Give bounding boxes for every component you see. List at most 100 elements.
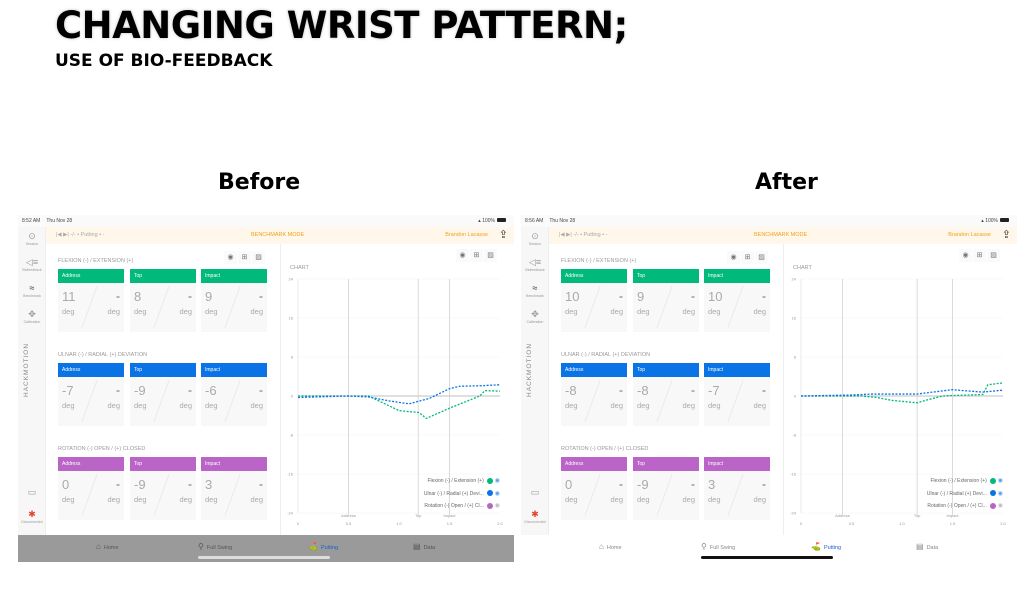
tab-putting[interactable]: ⛳ Putting: [811, 542, 841, 551]
grid-icon[interactable]: ⊞: [741, 251, 754, 264]
sidebar: ⊙ Session ◁≡ Biofeedback ≈ Benchmark ✥ Calibrat…: [18, 227, 46, 535]
legend-item[interactable]: Ulnar (-) / Radial (+) Devi... ◉: [927, 490, 1003, 503]
grid-icon[interactable]: ⊞: [238, 251, 251, 264]
card-header: Impact: [201, 269, 267, 283]
chart-legend: Flexion (-) / Extension (+) ◉ Ulnar (-) / …: [424, 477, 500, 515]
unit-label: deg: [565, 307, 578, 316]
legend-item[interactable]: Rotation (-) Open / (+) Cl... ◉: [927, 502, 1003, 515]
calibration-icon: ✥: [28, 309, 36, 319]
unit-label: deg: [610, 401, 623, 410]
target-value: -: [116, 477, 120, 491]
metric-card-address: Address 11 - deg deg: [58, 269, 124, 332]
metric-card-top: Top -8 - deg deg: [633, 363, 699, 426]
sidebar-item-biofeedback[interactable]: ◁≡ Biofeedback: [521, 257, 549, 272]
section-title: ULNAR (-) / RADIAL (+) DEVIATION: [561, 352, 651, 358]
grid-icon[interactable]: ⊞: [470, 249, 483, 262]
unit-label: deg: [107, 401, 120, 410]
sidebar-item-benchmark[interactable]: ≈ Benchmark: [18, 283, 46, 298]
legend-label: Flexion (-) / Extension (+): [427, 477, 484, 484]
measured-value: -8: [565, 383, 577, 398]
metric-card-impact: Impact -6 - deg deg: [201, 363, 267, 426]
bluetooth-icon: ✱: [531, 509, 539, 519]
metric-card-top: Top -9 - deg deg: [130, 457, 196, 520]
home-indicator[interactable]: [701, 556, 833, 559]
eye-icon[interactable]: ◉: [224, 251, 237, 264]
status-right: ▴ 100%: [478, 218, 506, 224]
target-value: -: [116, 383, 120, 397]
target-value: -: [116, 289, 120, 303]
unit-label: deg: [179, 307, 192, 316]
card-header: Impact: [704, 269, 770, 283]
x-tick-label: 2.0: [497, 521, 503, 526]
card-header: Impact: [201, 457, 267, 471]
unit-label: deg: [708, 307, 721, 316]
status-bar: 8:52 AM Thu Nov 28 ▴ 100%: [18, 215, 514, 227]
target-value: -: [619, 289, 623, 303]
tab-full-swing[interactable]: ⚲ Full Swing: [701, 542, 735, 551]
session-nav[interactable]: |◀ ▶| -/- • Putting • -: [56, 232, 105, 238]
chart-title: CHART: [290, 265, 309, 271]
sidebar-item-label: Session: [528, 242, 542, 246]
metric-card-address: Address 10 - deg deg: [561, 269, 627, 332]
sidebar-item-session[interactable]: ⊙ Session: [18, 231, 46, 246]
eye-icon[interactable]: ◉: [727, 251, 740, 264]
share-icon[interactable]: ⇪: [1001, 229, 1011, 241]
home-icon: ⌂: [96, 542, 101, 551]
sidebar-item-label: Calibration: [526, 320, 544, 324]
eye-icon[interactable]: ◉: [456, 249, 469, 262]
unit-label: deg: [610, 307, 623, 316]
visibility-toggle-eye-icon[interactable]: ◉: [494, 503, 500, 509]
visibility-toggle-eye-icon[interactable]: ◉: [997, 490, 1003, 497]
sidebar-item-session[interactable]: ⊙ Session: [521, 231, 549, 246]
legend-item[interactable]: Ulnar (-) / Radial (+) Devi... ◉: [424, 490, 500, 503]
compare-icon[interactable]: ▨: [755, 251, 768, 264]
tab-putting[interactable]: ⛳ Putting: [308, 542, 338, 551]
metric-card-address: Address -7 - deg deg: [58, 363, 124, 426]
y-tick-label: -24: [287, 511, 294, 516]
grid-icon[interactable]: ⊞: [973, 249, 986, 262]
tab-home[interactable]: ⌂ Home: [599, 542, 622, 551]
visibility-toggle-eye-icon[interactable]: ◉: [997, 503, 1003, 509]
legend-label: Rotation (-) Open / (+) Cl...: [424, 502, 484, 509]
battery-level: 100%: [985, 218, 998, 224]
y-tick-label: -16: [287, 472, 294, 477]
y-tick-label: -8: [289, 433, 293, 438]
biofeedback-icon: ◁≡: [528, 257, 542, 267]
tab-label: Putting: [320, 545, 339, 551]
share-icon[interactable]: ⇪: [498, 229, 508, 241]
home-indicator[interactable]: [198, 556, 330, 559]
unit-label: deg: [107, 307, 120, 316]
tab-full-swing[interactable]: ⚲ Full Swing: [198, 542, 232, 551]
legend-item[interactable]: Flexion (-) / Extension (+) ◉: [927, 477, 1003, 490]
compare-icon[interactable]: ▨: [987, 249, 1000, 262]
measured-value: 11: [62, 289, 76, 304]
series-color-dot: [989, 490, 996, 496]
series-line-ulnar: [297, 384, 501, 405]
sidebar-item-calibration[interactable]: ✥ Calibration: [521, 309, 549, 324]
y-tick-label: 16: [792, 316, 797, 321]
compare-icon[interactable]: ▨: [252, 251, 265, 264]
sidebar-item-biofeedback[interactable]: ◁≡ Biofeedback: [18, 257, 46, 272]
tab-data[interactable]: ▤ Data: [916, 542, 938, 551]
user-name[interactable]: Brandon Lacasse: [445, 232, 488, 238]
session-nav[interactable]: |◀ ▶| -/- • Putting • -: [559, 232, 608, 238]
legend-item[interactable]: Rotation (-) Open / (+) Cl... ◉: [424, 502, 500, 515]
tab-home[interactable]: ⌂ Home: [96, 542, 119, 551]
after-screenshot: 8:56 AM Thu Nov 28 ▴ 100% |◀ ▶| -/- • Putti…: [521, 215, 1017, 562]
eye-icon[interactable]: ◉: [959, 249, 972, 262]
compare-icon[interactable]: ▨: [484, 249, 497, 262]
sidebar-item-label: Biofeedback: [525, 268, 545, 272]
visibility-toggle-eye-icon[interactable]: ◉: [494, 478, 500, 484]
sidebar: ⊙ Session ◁≡ Biofeedback ≈ Benchmark ✥ Calibrat…: [521, 227, 549, 535]
card-header: Top: [130, 269, 196, 283]
status-date: Thu Nov 28: [46, 218, 73, 224]
sidebar-item-calibration[interactable]: ✥ Calibration: [18, 309, 46, 324]
card-header: Top: [633, 457, 699, 471]
user-name[interactable]: Brandon Lacasse: [948, 232, 991, 238]
tab-data[interactable]: ▤ Data: [413, 542, 435, 551]
visibility-toggle-eye-icon[interactable]: ◉: [997, 478, 1003, 484]
visibility-toggle-eye-icon[interactable]: ◉: [494, 490, 500, 497]
legend-item[interactable]: Flexion (-) / Extension (+) ◉: [424, 477, 500, 490]
sidebar-item-benchmark[interactable]: ≈ Benchmark: [521, 283, 549, 298]
target-value: -: [762, 383, 766, 397]
